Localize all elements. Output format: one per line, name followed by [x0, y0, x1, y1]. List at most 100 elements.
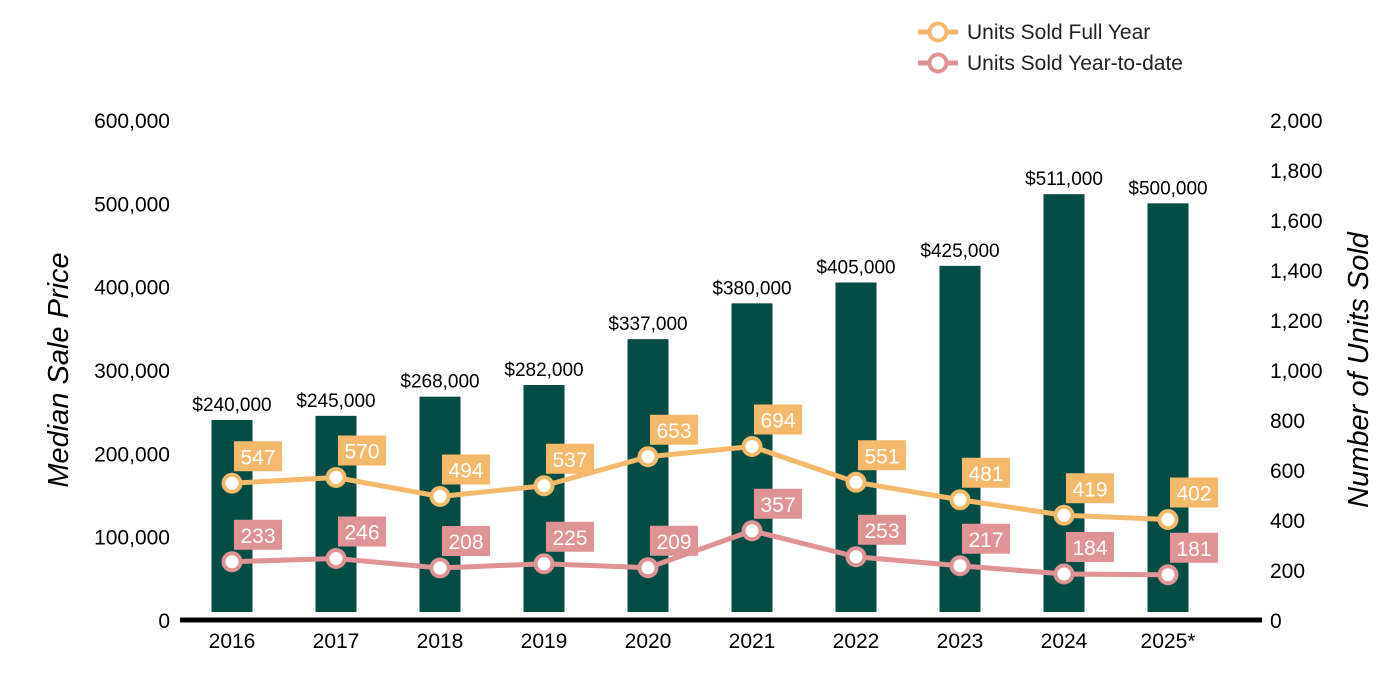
bar-value-label: $511,000	[1025, 169, 1103, 190]
series-point	[637, 446, 659, 468]
left-axis-title: Median Sale Price	[43, 252, 75, 487]
series-point	[533, 475, 555, 497]
bar-value-label: $425,000	[920, 241, 999, 262]
left-tick-label: 600,000	[94, 110, 170, 133]
points-layer	[221, 436, 1179, 586]
right-axis-title: Number of Units Sold	[1343, 231, 1375, 507]
legend: Units Sold Full Year Units Sold Year-to-d…	[918, 21, 1183, 75]
point-value-label: 653	[656, 420, 691, 443]
left-tick-labels: 0 100,000 200,000 300,000 400,000 500,000 600,…	[94, 110, 170, 633]
x-tick-label: 2016	[209, 630, 256, 653]
point-value-label: 217	[968, 529, 1003, 552]
bar-value-label: $245,000	[296, 391, 375, 412]
point-label-box	[962, 457, 1010, 488]
point-value-label: 494	[448, 460, 483, 483]
point-value-label: 570	[344, 441, 379, 464]
bar	[939, 265, 981, 612]
bar-value-label: $240,000	[192, 395, 271, 416]
series-line	[231, 444, 1169, 522]
right-tick-label: 1,400	[1270, 260, 1323, 283]
x-tick-label: 2020	[625, 630, 672, 653]
left-tick-label: 300,000	[94, 360, 170, 383]
x-tick-label: 2019	[521, 630, 568, 653]
point-value-label: 253	[864, 520, 899, 543]
bar	[731, 303, 773, 612]
point-value-label: 357	[760, 494, 795, 517]
bar-value-label: $380,000	[712, 278, 791, 299]
bar-value-label: $282,000	[504, 360, 583, 381]
series-point	[637, 557, 659, 579]
series-point	[845, 471, 867, 493]
legend-label: Units Sold Full Year	[967, 21, 1150, 44]
point-label-box	[1170, 532, 1218, 563]
series-point	[741, 520, 763, 542]
series-point	[325, 467, 347, 488]
point-labels-layer: 547 570 494 537 653 694 551 481 419 402 233 246 208 2…	[234, 404, 1218, 563]
point-label-box	[650, 414, 698, 445]
right-tick-label: 800	[1270, 410, 1305, 433]
legend-marker	[927, 21, 949, 43]
series-point	[429, 486, 451, 507]
series-point	[845, 546, 867, 568]
lines-layer	[231, 444, 1169, 578]
bar-value-label: $405,000	[816, 258, 895, 279]
x-tick-label: 2018	[417, 630, 464, 653]
series-point	[221, 551, 243, 573]
point-label-box	[546, 443, 594, 474]
point-label-box	[338, 516, 386, 547]
series-point	[1053, 504, 1075, 526]
point-label-box	[650, 525, 698, 556]
x-tick-label: 2022	[833, 630, 880, 653]
point-label-box	[962, 523, 1010, 554]
point-value-label: 481	[968, 463, 1003, 486]
right-tick-label: 600	[1270, 460, 1305, 483]
point-value-label: 537	[552, 449, 587, 472]
point-value-label: 402	[1176, 483, 1211, 506]
point-label-box	[754, 404, 802, 435]
point-value-label: 246	[344, 522, 379, 545]
point-value-label: 181	[1176, 538, 1211, 561]
left-tick-label: 0	[158, 610, 170, 633]
bar-labels-layer: $240,000 $245,000 $268,000 $282,000 $337,000…	[192, 169, 1207, 416]
point-label-box	[1170, 477, 1218, 508]
series-point	[1157, 564, 1179, 586]
point-label-box	[442, 526, 490, 556]
series-point	[325, 548, 347, 569]
point-label-box	[546, 521, 594, 552]
right-tick-label: 0	[1270, 610, 1282, 633]
point-value-label: 225	[552, 527, 587, 550]
legend-marker	[927, 52, 949, 74]
series-point	[221, 472, 243, 494]
right-tick-label: 2,000	[1270, 110, 1323, 133]
point-value-label: 694	[760, 410, 795, 433]
bar-value-label: $268,000	[400, 372, 479, 393]
bar-value-label: $500,000	[1128, 178, 1207, 199]
x-tick-label: 2023	[937, 630, 984, 653]
series-point	[429, 557, 451, 579]
point-value-label: 233	[240, 525, 275, 548]
point-value-label: 419	[1072, 478, 1107, 501]
point-value-label: 547	[240, 446, 275, 469]
right-tick-label: 1,200	[1270, 310, 1323, 333]
point-label-box	[754, 488, 802, 519]
x-tick-label: 2021	[729, 630, 776, 653]
series-point	[741, 436, 763, 457]
series-point	[1157, 509, 1179, 530]
series-line	[231, 528, 1169, 578]
bar	[523, 385, 565, 612]
x-tick-label: 2024	[1041, 630, 1088, 653]
point-label-box	[1066, 473, 1114, 504]
point-label-box	[234, 441, 282, 472]
point-value-label: 209	[656, 531, 691, 554]
right-tick-labels: 0 200 400 600 800 1,000 1,200 1,400 1,600 1,800 2,…	[1270, 110, 1323, 633]
x-tick-label: 2017	[313, 630, 360, 653]
x-tick-labels: 2016 2017 2018 2019 2020 2021 2022 2023 2024 2025…	[209, 630, 1196, 653]
left-tick-label: 400,000	[94, 277, 170, 300]
point-label-box	[1066, 532, 1114, 562]
x-tick-label: 2025*	[1141, 630, 1196, 653]
point-label-box	[442, 454, 490, 485]
point-value-label: 208	[448, 531, 483, 554]
right-tick-label: 400	[1270, 510, 1305, 533]
left-tick-label: 500,000	[94, 193, 170, 216]
